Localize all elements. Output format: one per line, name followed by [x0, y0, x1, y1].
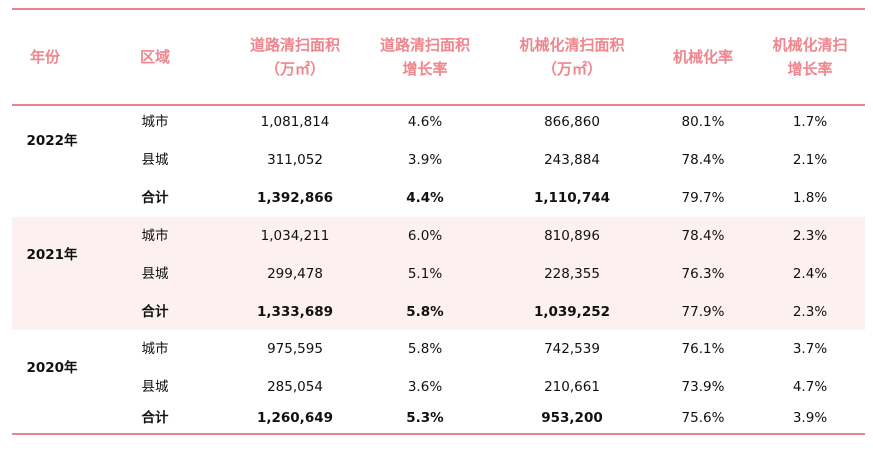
header-line: 年份 [29, 48, 60, 66]
mech-rate-cell: 76.1% [681, 341, 725, 357]
road-growth-cell: 5.1% [407, 266, 443, 282]
header-line: 机械化率 [672, 48, 733, 66]
year-label: 2020年 [26, 360, 78, 376]
mech-area-cell: 210,661 [544, 379, 600, 395]
header-line: 区域 [139, 48, 170, 66]
road-growth-cell: 3.6% [407, 379, 443, 395]
mech-growth-cell: 2.1% [792, 152, 828, 168]
road-area-cell: 1,081,814 [260, 114, 330, 130]
header-line: 机械化清扫面积 [519, 36, 625, 54]
header-line: （万㎡） [541, 60, 602, 78]
mech-rate-cell: 80.1% [681, 114, 725, 130]
mech-growth-cell: 2.3% [792, 228, 828, 244]
mech-rate-cell: 78.4% [681, 152, 725, 168]
road-area-cell: 285,054 [267, 379, 323, 395]
mech-growth-cell: 2.3% [792, 304, 828, 320]
header-line: 增长率 [787, 60, 833, 78]
road-area-cell: 311,052 [267, 152, 323, 168]
table-bottom-rule [12, 433, 865, 435]
region-cell: 合计 [141, 190, 169, 206]
road-growth-cell: 5.8% [407, 341, 443, 357]
mech-rate-cell: 78.4% [681, 228, 725, 244]
header-road-growth: 道路清扫面积 增长率 [360, 32, 490, 82]
region-cell: 县城 [141, 266, 169, 282]
header-mech-rate: 机械化率 [653, 32, 753, 82]
region-cell: 城市 [141, 114, 169, 130]
table-top-rule [12, 8, 865, 10]
road-area-cell: 1,333,689 [256, 304, 333, 320]
region-cell: 合计 [141, 410, 169, 426]
region-cell: 合计 [141, 304, 169, 320]
road-area-cell: 975,595 [267, 341, 323, 357]
road-growth-cell: 6.0% [407, 228, 443, 244]
year-label: 2021年 [26, 247, 78, 263]
mech-area-cell: 1,110,744 [533, 190, 610, 206]
mech-area-cell: 866,860 [544, 114, 600, 130]
header-line: 机械化清扫 [772, 36, 848, 54]
mech-rate-cell: 76.3% [681, 266, 725, 282]
region-cell: 城市 [141, 341, 169, 357]
road-area-cell: 1,034,211 [260, 228, 330, 244]
road-growth-cell: 4.6% [407, 114, 443, 130]
mech-area-cell: 953,200 [541, 410, 603, 426]
road-area-cell: 1,260,649 [256, 410, 333, 426]
header-divider [12, 104, 865, 106]
mech-rate-cell: 77.9% [681, 304, 725, 320]
mech-area-cell: 228,355 [544, 266, 600, 282]
mech-growth-cell: 2.4% [792, 266, 828, 282]
header-region: 区域 [110, 32, 200, 82]
mech-area-cell: 243,884 [544, 152, 600, 168]
header-mech-growth: 机械化清扫 增长率 [755, 32, 865, 82]
mech-area-cell: 1,039,252 [533, 304, 610, 320]
header-year: 年份 [5, 32, 85, 82]
mech-growth-cell: 3.7% [792, 341, 828, 357]
header-line: 增长率 [402, 60, 448, 78]
header-line: 道路清扫面积 [379, 36, 470, 54]
road-growth-cell: 3.9% [407, 152, 443, 168]
region-cell: 县城 [141, 152, 169, 168]
header-mech-area: 机械化清扫面积 （万㎡） [492, 32, 652, 82]
mech-growth-cell: 1.8% [792, 190, 828, 206]
mech-area-cell: 742,539 [544, 341, 600, 357]
shaded-band-2021 [12, 217, 865, 330]
mech-rate-cell: 75.6% [681, 410, 725, 426]
mech-growth-cell: 1.7% [792, 114, 828, 130]
region-cell: 城市 [141, 228, 169, 244]
year-label: 2022年 [26, 133, 78, 149]
header-line: 道路清扫面积 [249, 36, 340, 54]
mech-area-cell: 810,896 [544, 228, 600, 244]
mech-rate-cell: 79.7% [681, 190, 725, 206]
header-line: （万㎡） [264, 60, 325, 78]
region-cell: 县城 [141, 379, 169, 395]
road-area-cell: 299,478 [267, 266, 323, 282]
road-growth-cell: 4.4% [406, 190, 444, 206]
mech-growth-cell: 4.7% [792, 379, 828, 395]
road-growth-cell: 5.3% [406, 410, 444, 426]
mech-rate-cell: 73.9% [681, 379, 725, 395]
mech-growth-cell: 3.9% [792, 410, 828, 426]
header-road-area: 道路清扫面积 （万㎡） [220, 32, 370, 82]
road-area-cell: 1,392,866 [256, 190, 333, 206]
road-growth-cell: 5.8% [406, 304, 444, 320]
